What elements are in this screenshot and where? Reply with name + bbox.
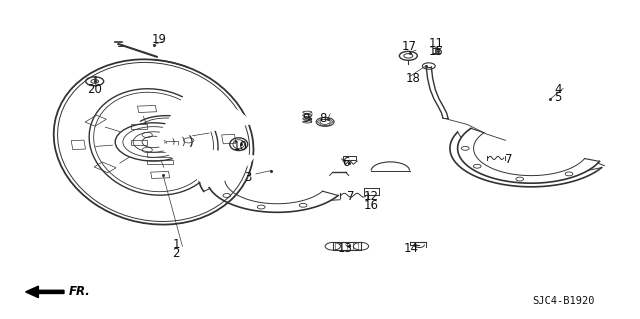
- Text: FR.: FR.: [68, 286, 90, 298]
- Wedge shape: [154, 92, 253, 142]
- Text: 19: 19: [151, 33, 166, 46]
- Text: 7: 7: [347, 190, 355, 203]
- Text: 10: 10: [232, 140, 248, 153]
- Text: 13: 13: [338, 242, 353, 255]
- Bar: [166, 141, 178, 145]
- Text: 18: 18: [405, 72, 420, 85]
- Text: 8: 8: [319, 112, 327, 124]
- Polygon shape: [26, 286, 64, 298]
- Text: 12: 12: [364, 190, 379, 203]
- Wedge shape: [154, 142, 255, 188]
- Text: 7: 7: [505, 153, 513, 166]
- Bar: [343, 156, 356, 160]
- Bar: [71, 140, 86, 150]
- Bar: [166, 125, 178, 129]
- Bar: [131, 140, 147, 145]
- Bar: [94, 162, 116, 173]
- Text: 14: 14: [403, 242, 419, 255]
- Bar: [201, 158, 222, 169]
- Text: 11: 11: [429, 37, 444, 49]
- Text: 16: 16: [364, 199, 379, 212]
- Bar: [147, 160, 173, 164]
- Text: 17: 17: [402, 40, 417, 53]
- Text: 2: 2: [172, 247, 180, 260]
- Bar: [147, 152, 173, 157]
- Text: 1: 1: [172, 238, 180, 250]
- Bar: [138, 105, 157, 113]
- Text: 15: 15: [429, 45, 444, 57]
- Text: 5: 5: [554, 91, 562, 104]
- Wedge shape: [182, 92, 253, 126]
- Text: 6: 6: [342, 156, 349, 169]
- Bar: [191, 111, 213, 122]
- Bar: [333, 242, 361, 250]
- Text: 4: 4: [554, 83, 562, 96]
- Text: 20: 20: [87, 83, 102, 96]
- Bar: [131, 124, 147, 129]
- Bar: [150, 171, 170, 179]
- Bar: [221, 134, 236, 144]
- Bar: [85, 115, 106, 126]
- Text: SJC4-B1920: SJC4-B1920: [532, 296, 595, 307]
- Text: 3: 3: [244, 171, 252, 183]
- Text: 9: 9: [302, 112, 310, 124]
